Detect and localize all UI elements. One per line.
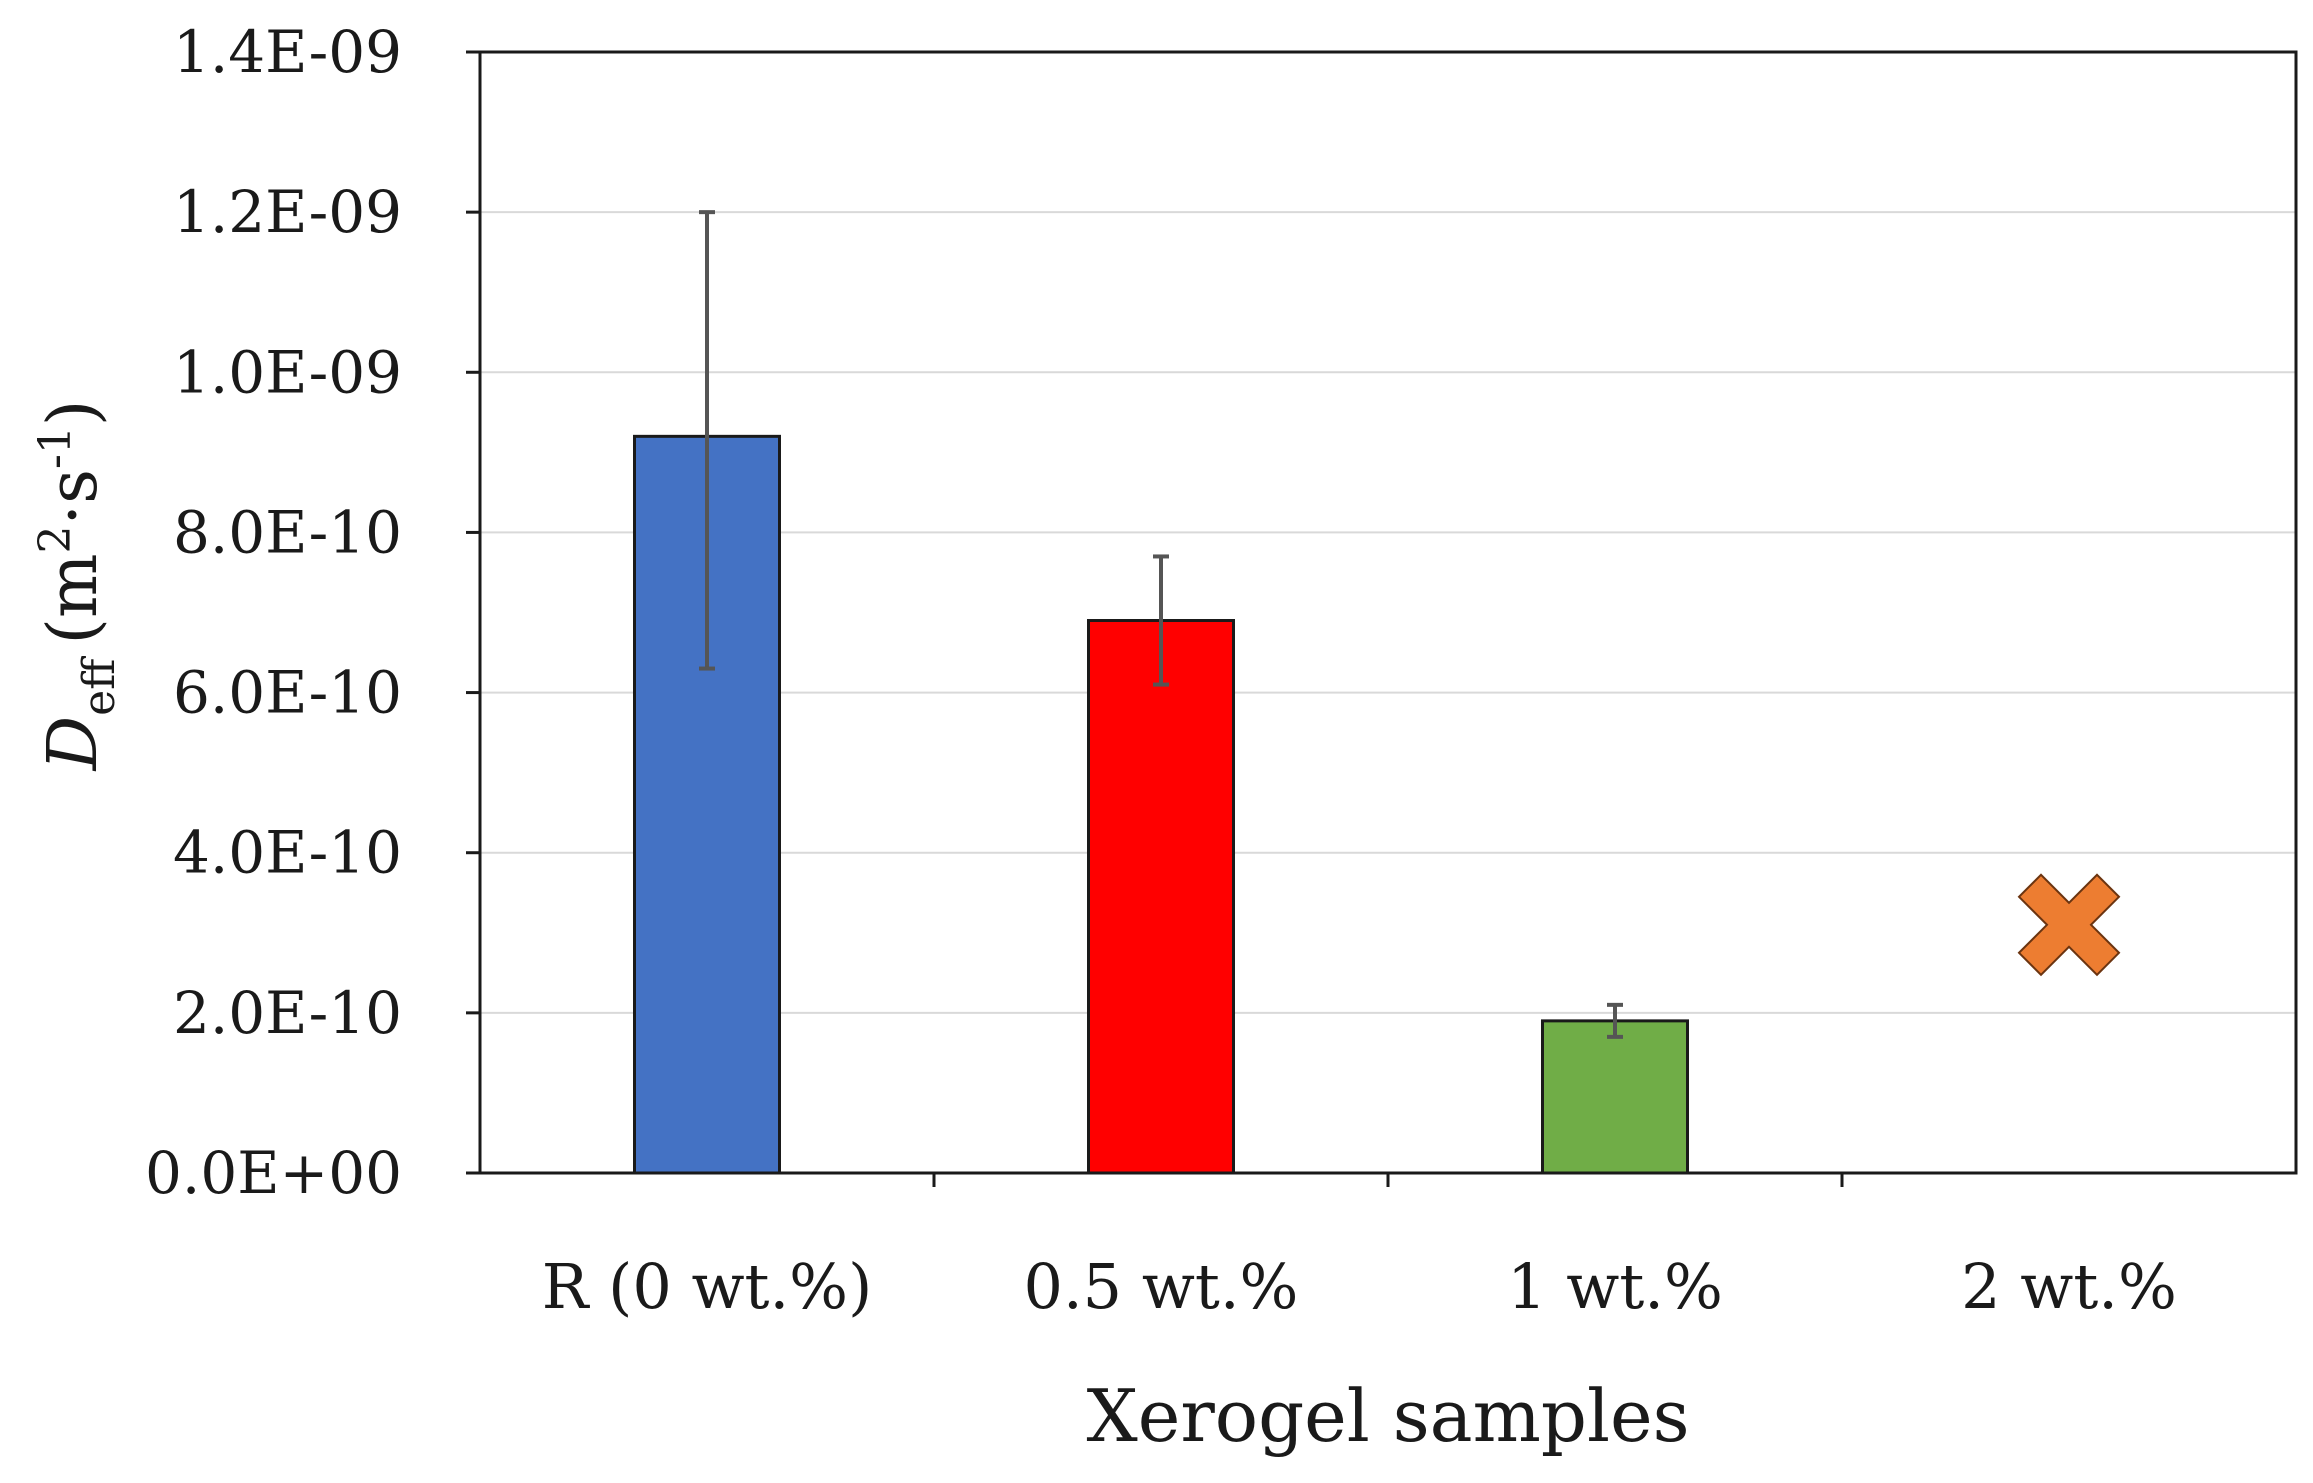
markers (2017, 873, 2121, 977)
x-category-label: 0.5 wt.% (1024, 1250, 1299, 1323)
y-tick-label: 6.0E-10 (173, 659, 402, 727)
axes (466, 50, 2298, 1187)
y-axis-subscript: eff (74, 656, 125, 716)
bar (1541, 1019, 1689, 1175)
y-tick-labels: 0.0E+00 2.0E-10 4.0E-10 6.0E-10 8.0E-10 1.0E-… (145, 18, 402, 1207)
cross-icon (2017, 873, 2121, 977)
y-tick-label: 1.4E-09 (173, 18, 402, 86)
bar (1087, 619, 1235, 1175)
error-bar (1153, 554, 1169, 687)
bars (633, 434, 1689, 1175)
x-category-label: 1 wt.% (1507, 1250, 1723, 1323)
y-axis-unit-sup1: 2 (30, 526, 81, 554)
y-axis-unit-close: ) (34, 400, 113, 427)
y-tick-label: 8.0E-10 (173, 498, 402, 566)
x-category-label: R (0 wt.%) (542, 1250, 873, 1323)
svg-text:Deff(m2·s-1): Deff (m2·s-1) (30, 400, 125, 773)
y-axis-unit-open: (m (34, 554, 113, 645)
x-category-labels: R (0 wt.%) 0.5 wt.% 1 wt.% 2 wt.% (542, 1250, 2177, 1323)
y-tick-label: 0.0E+00 (145, 1139, 402, 1207)
y-tick-label: 2.0E-10 (173, 979, 402, 1047)
error-bars (699, 210, 1623, 1039)
y-tick-label: 4.0E-10 (173, 819, 402, 887)
gridlines (480, 211, 2296, 1014)
x-axis-title: Xerogel samples (1086, 1374, 1689, 1458)
y-tick-label: 1.2E-09 (173, 178, 402, 246)
y-axis-title: Deff (m2·s-1) (30, 400, 125, 773)
error-bar (1607, 1002, 1623, 1039)
y-axis-symbol: D (34, 716, 113, 773)
y-axis-unit-mid: ·s (34, 469, 113, 526)
x-category-label: 2 wt.% (1961, 1250, 2177, 1323)
error-bar (699, 210, 715, 671)
y-axis-unit-sup2: -1 (30, 426, 81, 469)
y-tick-label: 1.0E-09 (173, 338, 402, 406)
